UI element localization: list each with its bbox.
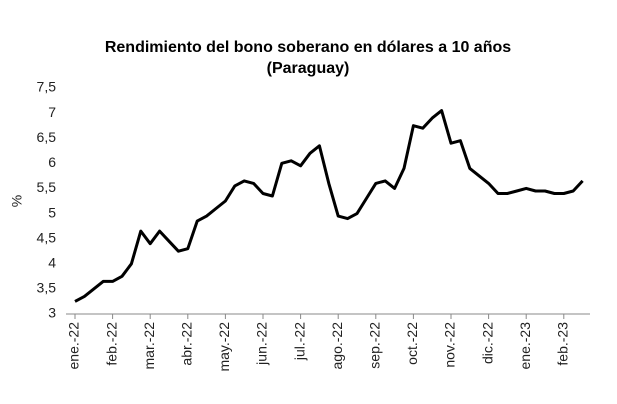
x-tick-label: oct.-22 bbox=[404, 322, 420, 365]
y-tick-label: 6,5 bbox=[37, 129, 57, 145]
x-tick-label: mar.-22 bbox=[141, 322, 157, 370]
x-tick-label: feb.-23 bbox=[555, 322, 571, 366]
chart-title: Rendimiento del bono soberano en dólares… bbox=[105, 39, 511, 56]
chart-subtitle: (Paraguay) bbox=[267, 60, 350, 77]
x-tick-label: ene.-22 bbox=[66, 322, 82, 370]
y-tick-label: 7 bbox=[48, 104, 56, 120]
x-tick-label: dic.-22 bbox=[479, 322, 495, 364]
y-tick-label: 4,5 bbox=[37, 229, 57, 245]
y-tick-label: 5,5 bbox=[37, 179, 57, 195]
x-tick-label: feb.-22 bbox=[103, 322, 119, 366]
y-axis-label: % bbox=[9, 195, 25, 207]
y-tick-label: 5 bbox=[48, 204, 56, 220]
x-tick-label: jul.-22 bbox=[291, 322, 307, 361]
line-series bbox=[74, 109, 584, 303]
x-tick-label: jun.-22 bbox=[254, 322, 270, 366]
y-tick-label: 3,5 bbox=[37, 280, 57, 296]
x-tick-label: ene.-23 bbox=[517, 322, 533, 370]
x-tick-label: abr.-22 bbox=[179, 322, 195, 366]
x-tick-label: nov.-22 bbox=[442, 322, 458, 368]
x-tick-label: ago.-22 bbox=[329, 322, 345, 370]
x-tick-label: may.-22 bbox=[216, 322, 232, 372]
x-tick-label: sep.-22 bbox=[367, 322, 383, 369]
y-tick-label: 6 bbox=[48, 154, 56, 170]
y-tick-label: 4 bbox=[48, 254, 56, 270]
y-tick-label: 3 bbox=[48, 305, 56, 321]
y-tick-label: 7,5 bbox=[37, 79, 57, 95]
